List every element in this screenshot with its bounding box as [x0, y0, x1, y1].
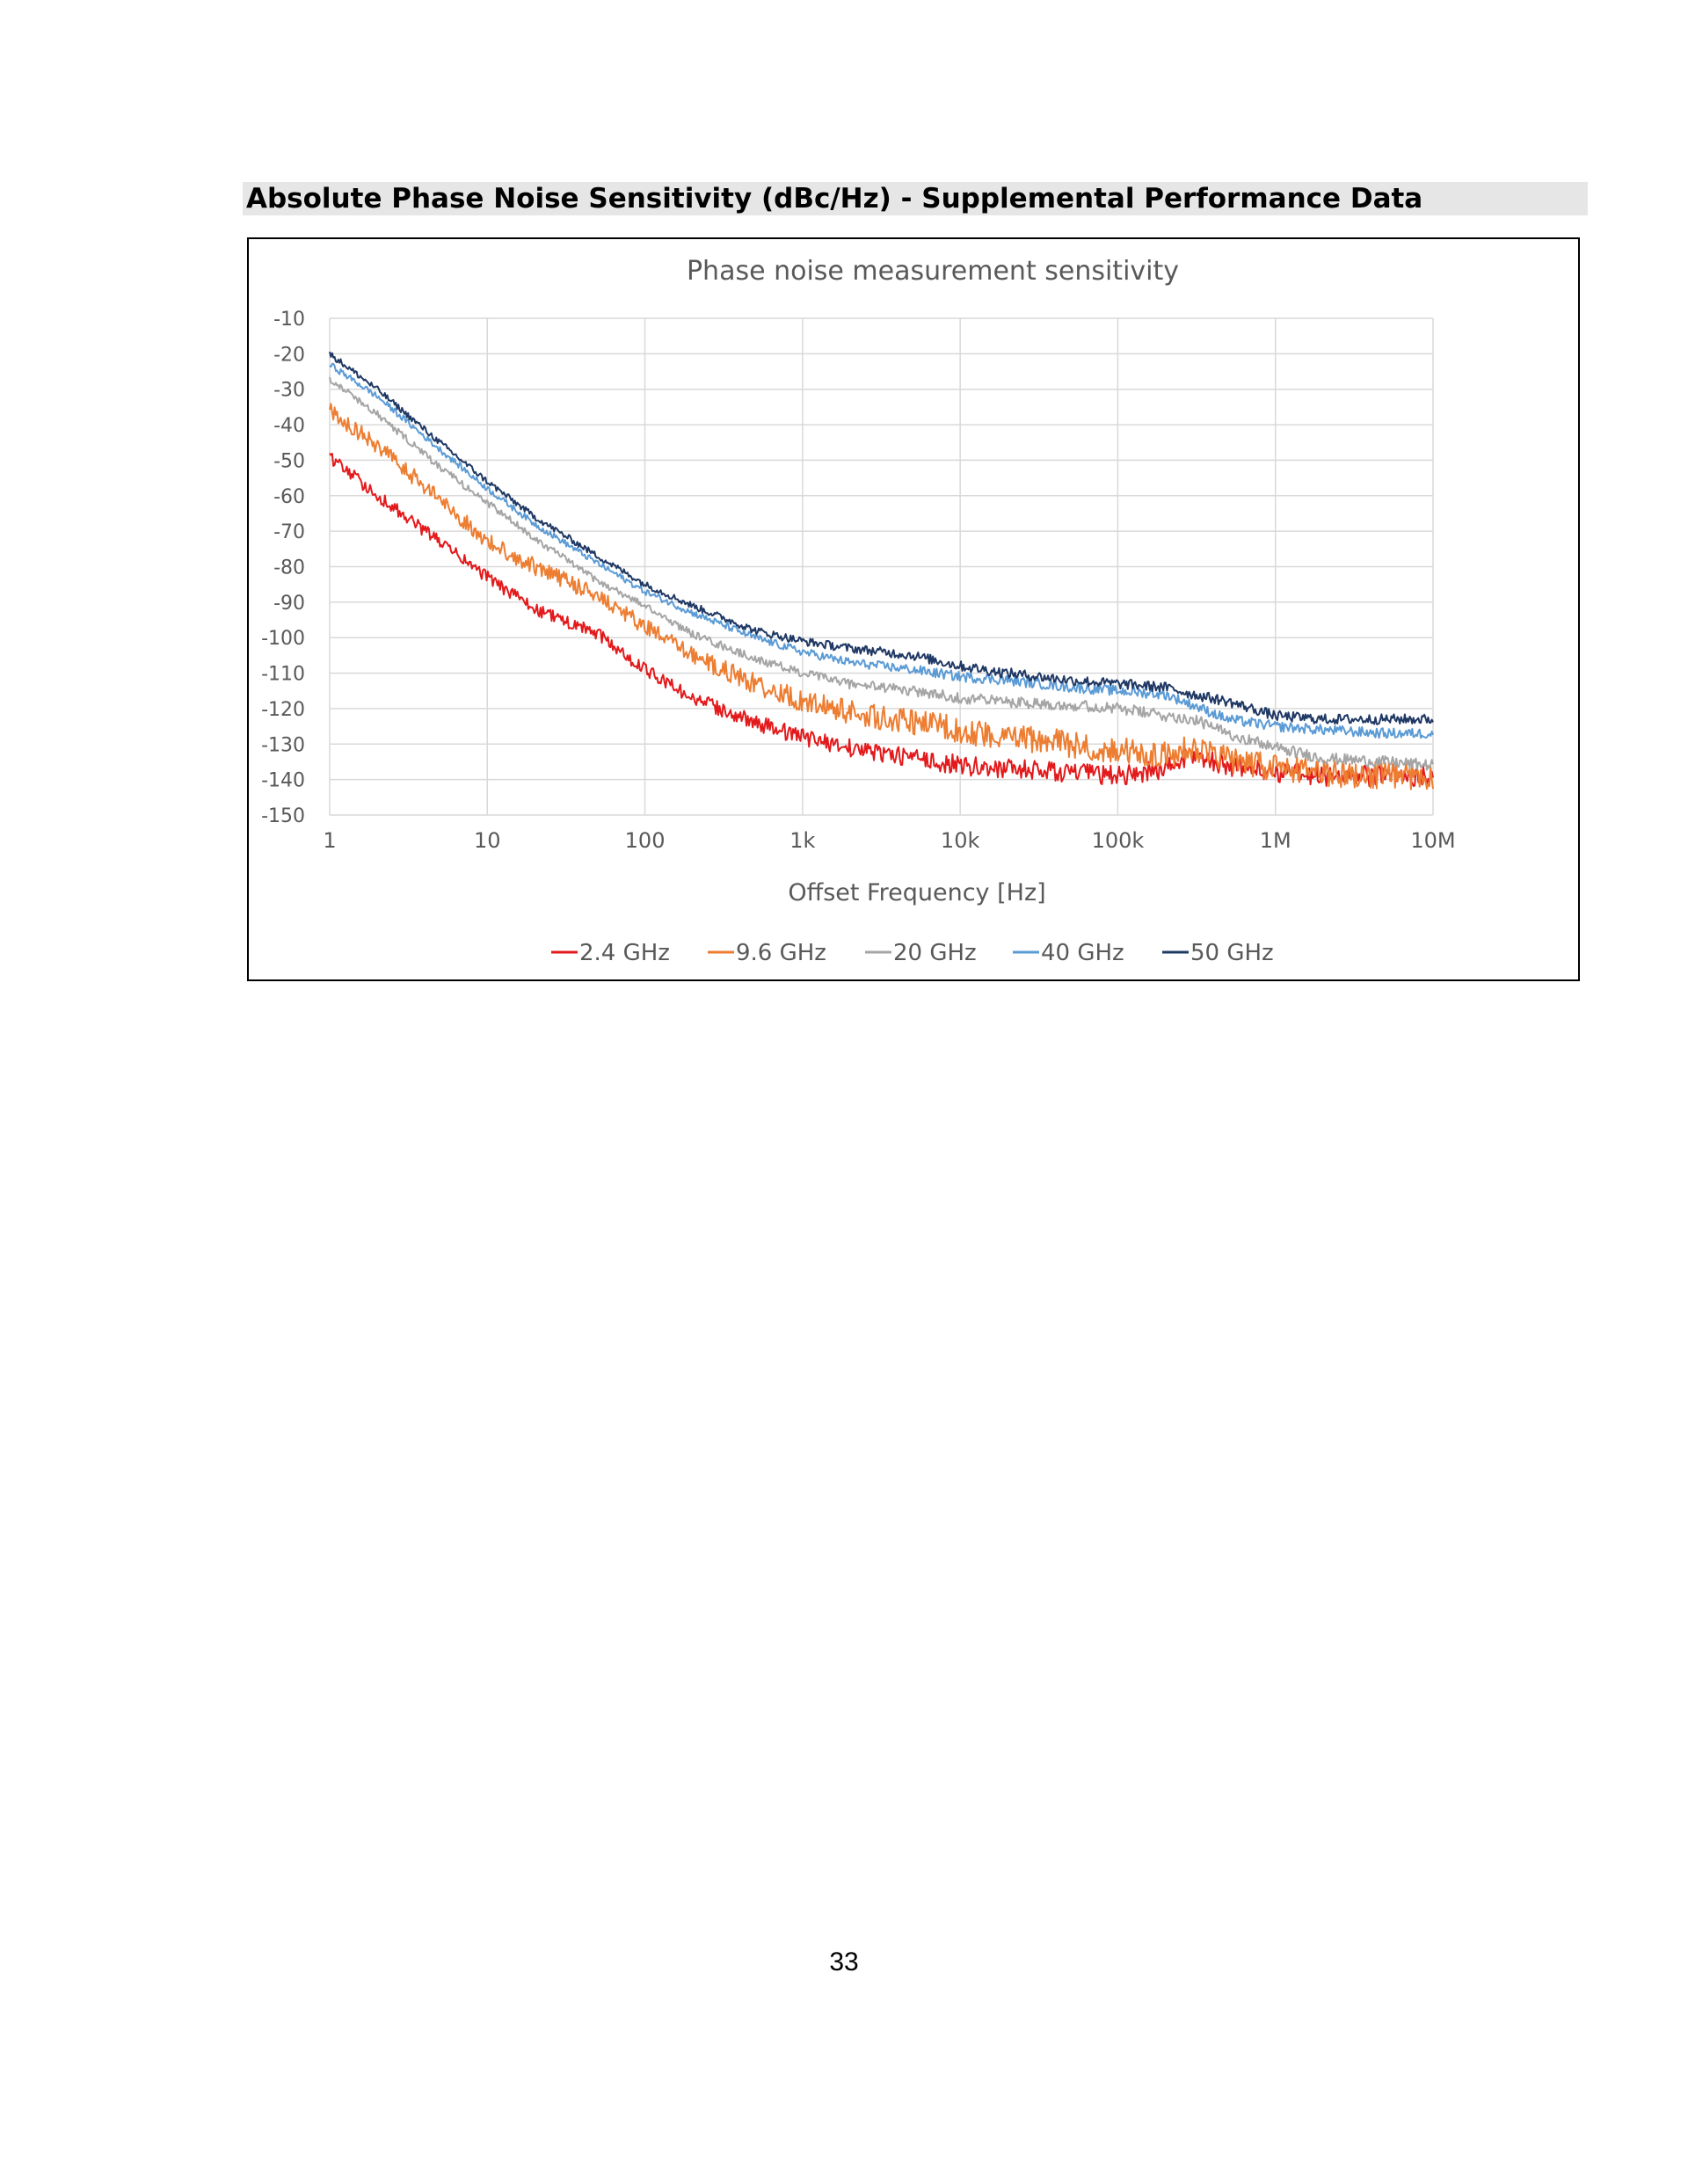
y-tick-label: -60	[273, 486, 305, 508]
x-tick-label: 1	[323, 828, 336, 853]
legend-label: 2.4 GHz	[579, 940, 670, 966]
chart-canvas: Phase noise measurement sensitivity -10-…	[261, 256, 1456, 966]
y-tick-label: -20	[273, 344, 305, 366]
y-tick-label: -90	[273, 593, 305, 615]
phase-noise-chart: Phase noise measurement sensitivity -10-…	[247, 237, 1580, 981]
grid	[329, 317, 1434, 816]
y-tick-label: -40	[273, 415, 305, 437]
x-tick-label: 10k	[941, 828, 980, 853]
y-tick-label: -30	[273, 380, 305, 402]
x-tick-label: 100k	[1092, 828, 1145, 853]
legend-label: 40 GHz	[1041, 940, 1124, 966]
series-lines	[329, 351, 1434, 790]
y-tick-label: -140	[261, 770, 305, 792]
y-tick-label: -10	[273, 309, 305, 331]
y-tick-label: -100	[261, 628, 305, 650]
x-tick-label: 1M	[1260, 828, 1291, 853]
legend-label: 9.6 GHz	[736, 940, 826, 966]
series-line	[329, 376, 1434, 771]
page-number: 33	[829, 1947, 859, 1977]
legend: 2.4 GHz 9.6 GHz 20 GHz 40 GHz 50 GHz	[551, 940, 1274, 966]
x-tick-label: 100	[625, 828, 666, 853]
series-line	[329, 362, 1434, 739]
section-heading: Absolute Phase Noise Sensitivity (dBc/Hz…	[243, 182, 1588, 215]
axes: -10 -20 -30 -40 -50 -60 -70 -80 -90 -100 -110 -120 -…	[261, 309, 1456, 853]
y-tick-label: -70	[273, 521, 305, 543]
series-line	[329, 351, 1434, 725]
legend-label: 20 GHz	[893, 940, 977, 966]
y-tick-label: -120	[261, 699, 305, 721]
chart-title: Phase noise measurement sensitivity	[687, 256, 1179, 287]
x-tick-label: 1k	[789, 828, 815, 853]
x-axis-label: Offset Frequency [Hz]	[788, 879, 1045, 906]
series-line	[329, 452, 1434, 788]
y-tick-label: -110	[261, 664, 305, 686]
y-tick-label: -50	[273, 450, 305, 472]
x-tick-label: 10M	[1410, 828, 1455, 853]
y-tick-label: -150	[261, 805, 305, 827]
y-tick-label: -80	[273, 557, 305, 579]
legend-label: 50 GHz	[1190, 940, 1274, 966]
y-tick-label: -130	[261, 734, 305, 756]
series-line	[329, 403, 1434, 790]
x-tick-label: 10	[474, 828, 501, 853]
